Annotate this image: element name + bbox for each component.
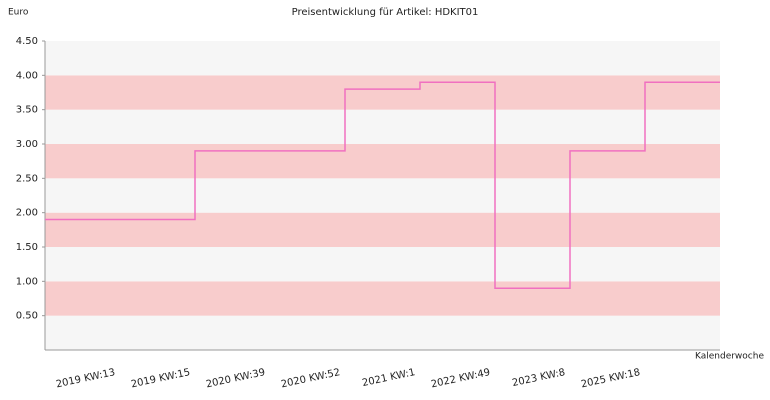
background-band [45,75,720,110]
x-tick-label: 2021 KW:1 [361,367,416,389]
y-tick-label: 4.50 [16,36,38,47]
background-band [45,144,720,179]
x-tick-label: 2022 KW:49 [430,367,491,390]
background-band [45,178,720,213]
y-tick-label: 0.50 [16,311,38,322]
y-tick-label: 2.00 [16,208,38,219]
x-axis-label: Kalenderwoche [695,352,764,362]
y-tick-label: 2.50 [16,173,38,184]
background-band [45,212,720,247]
background-band [45,109,720,144]
x-tick-label: 2020 KW:39 [205,367,266,390]
background-band [45,247,720,282]
background-band [45,281,720,316]
step-line [45,81,720,289]
y-tick-label: 4.00 [16,70,38,81]
price-line [45,81,720,289]
y-tick-label: 1.00 [16,276,38,287]
chart-title: Preisentwicklung für Artikel: HDKIT01 [292,7,479,18]
y-tick-label: 1.50 [16,242,38,253]
background-band [45,41,720,76]
y-tick-label: 3.50 [16,105,38,116]
x-tick-label: 2019 KW:13 [55,367,116,390]
x-tick-label: 2020 KW:52 [280,367,341,390]
y-tick-label: 3.00 [16,139,38,150]
x-tick-label: 2025 KW:18 [580,367,641,390]
y-axis-label: Euro [8,8,29,18]
background-band [45,315,720,350]
x-tick-label: 2023 KW:8 [511,367,566,389]
x-tick-label: 2019 KW:15 [130,367,191,390]
